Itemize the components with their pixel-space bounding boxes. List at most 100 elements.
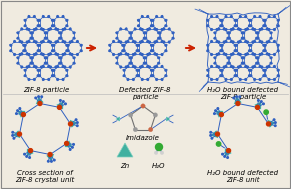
- Circle shape: [152, 50, 154, 52]
- Circle shape: [158, 37, 159, 39]
- Circle shape: [154, 53, 156, 55]
- Circle shape: [48, 79, 49, 80]
- Circle shape: [59, 62, 61, 64]
- Circle shape: [60, 37, 62, 39]
- Circle shape: [236, 44, 237, 46]
- Circle shape: [228, 57, 230, 59]
- Circle shape: [261, 66, 263, 68]
- Circle shape: [277, 19, 279, 21]
- Circle shape: [247, 28, 248, 30]
- Circle shape: [156, 79, 157, 80]
- Circle shape: [120, 66, 122, 68]
- Circle shape: [268, 41, 270, 42]
- Circle shape: [261, 28, 263, 30]
- Circle shape: [242, 62, 243, 64]
- Circle shape: [17, 57, 19, 59]
- Circle shape: [207, 69, 209, 71]
- Circle shape: [207, 25, 209, 27]
- Circle shape: [45, 57, 46, 59]
- Circle shape: [39, 75, 40, 77]
- Text: Defected ZIF-8
particle: Defected ZIF-8 particle: [119, 87, 171, 100]
- Circle shape: [211, 41, 212, 42]
- Circle shape: [234, 69, 236, 71]
- Circle shape: [265, 25, 266, 27]
- Circle shape: [250, 75, 252, 77]
- Circle shape: [216, 132, 219, 136]
- Circle shape: [28, 79, 30, 80]
- Circle shape: [263, 103, 264, 105]
- Circle shape: [134, 66, 136, 68]
- Circle shape: [123, 50, 125, 52]
- Polygon shape: [268, 119, 276, 128]
- Circle shape: [250, 44, 252, 46]
- Circle shape: [118, 54, 120, 55]
- Circle shape: [236, 96, 237, 98]
- Circle shape: [80, 44, 82, 46]
- Circle shape: [113, 54, 114, 55]
- Circle shape: [35, 66, 37, 68]
- Circle shape: [239, 54, 241, 55]
- Circle shape: [259, 16, 261, 17]
- Circle shape: [136, 44, 138, 46]
- Circle shape: [270, 62, 272, 64]
- Circle shape: [31, 57, 33, 59]
- Circle shape: [230, 79, 232, 80]
- Circle shape: [17, 62, 19, 64]
- Circle shape: [216, 29, 218, 30]
- Circle shape: [161, 79, 163, 80]
- Circle shape: [228, 37, 230, 39]
- Circle shape: [59, 57, 61, 59]
- Circle shape: [59, 32, 61, 34]
- Circle shape: [39, 50, 40, 52]
- Circle shape: [245, 79, 246, 80]
- Circle shape: [254, 66, 255, 67]
- Circle shape: [250, 50, 252, 52]
- Circle shape: [130, 62, 132, 64]
- Circle shape: [214, 32, 216, 34]
- Circle shape: [46, 62, 47, 64]
- Circle shape: [35, 28, 37, 30]
- Circle shape: [243, 62, 244, 64]
- Circle shape: [31, 62, 33, 64]
- Circle shape: [223, 41, 225, 43]
- Circle shape: [69, 149, 71, 150]
- Circle shape: [37, 75, 39, 77]
- Circle shape: [47, 160, 49, 162]
- Circle shape: [57, 66, 58, 67]
- Circle shape: [14, 54, 15, 55]
- Circle shape: [261, 41, 263, 43]
- Circle shape: [51, 161, 52, 162]
- Circle shape: [136, 69, 138, 71]
- Circle shape: [62, 29, 64, 30]
- Circle shape: [53, 75, 55, 77]
- Circle shape: [156, 41, 157, 42]
- Circle shape: [17, 32, 19, 34]
- Circle shape: [225, 66, 227, 67]
- Circle shape: [26, 41, 28, 43]
- Circle shape: [120, 41, 122, 43]
- Circle shape: [245, 29, 246, 30]
- Circle shape: [234, 25, 236, 27]
- Circle shape: [160, 151, 164, 155]
- Circle shape: [230, 41, 232, 42]
- Circle shape: [268, 29, 270, 30]
- Circle shape: [220, 44, 222, 46]
- Circle shape: [77, 122, 78, 123]
- Circle shape: [138, 44, 139, 46]
- Circle shape: [218, 66, 220, 68]
- Circle shape: [134, 41, 136, 43]
- Circle shape: [52, 44, 53, 46]
- Circle shape: [33, 79, 35, 80]
- Circle shape: [19, 108, 21, 109]
- Circle shape: [227, 57, 229, 59]
- Circle shape: [122, 44, 124, 46]
- Circle shape: [46, 57, 47, 59]
- Polygon shape: [117, 143, 133, 157]
- Circle shape: [239, 79, 241, 80]
- Polygon shape: [254, 101, 262, 110]
- Circle shape: [234, 50, 236, 52]
- Circle shape: [239, 29, 241, 30]
- Polygon shape: [12, 130, 20, 139]
- Circle shape: [214, 62, 216, 64]
- Circle shape: [26, 53, 28, 55]
